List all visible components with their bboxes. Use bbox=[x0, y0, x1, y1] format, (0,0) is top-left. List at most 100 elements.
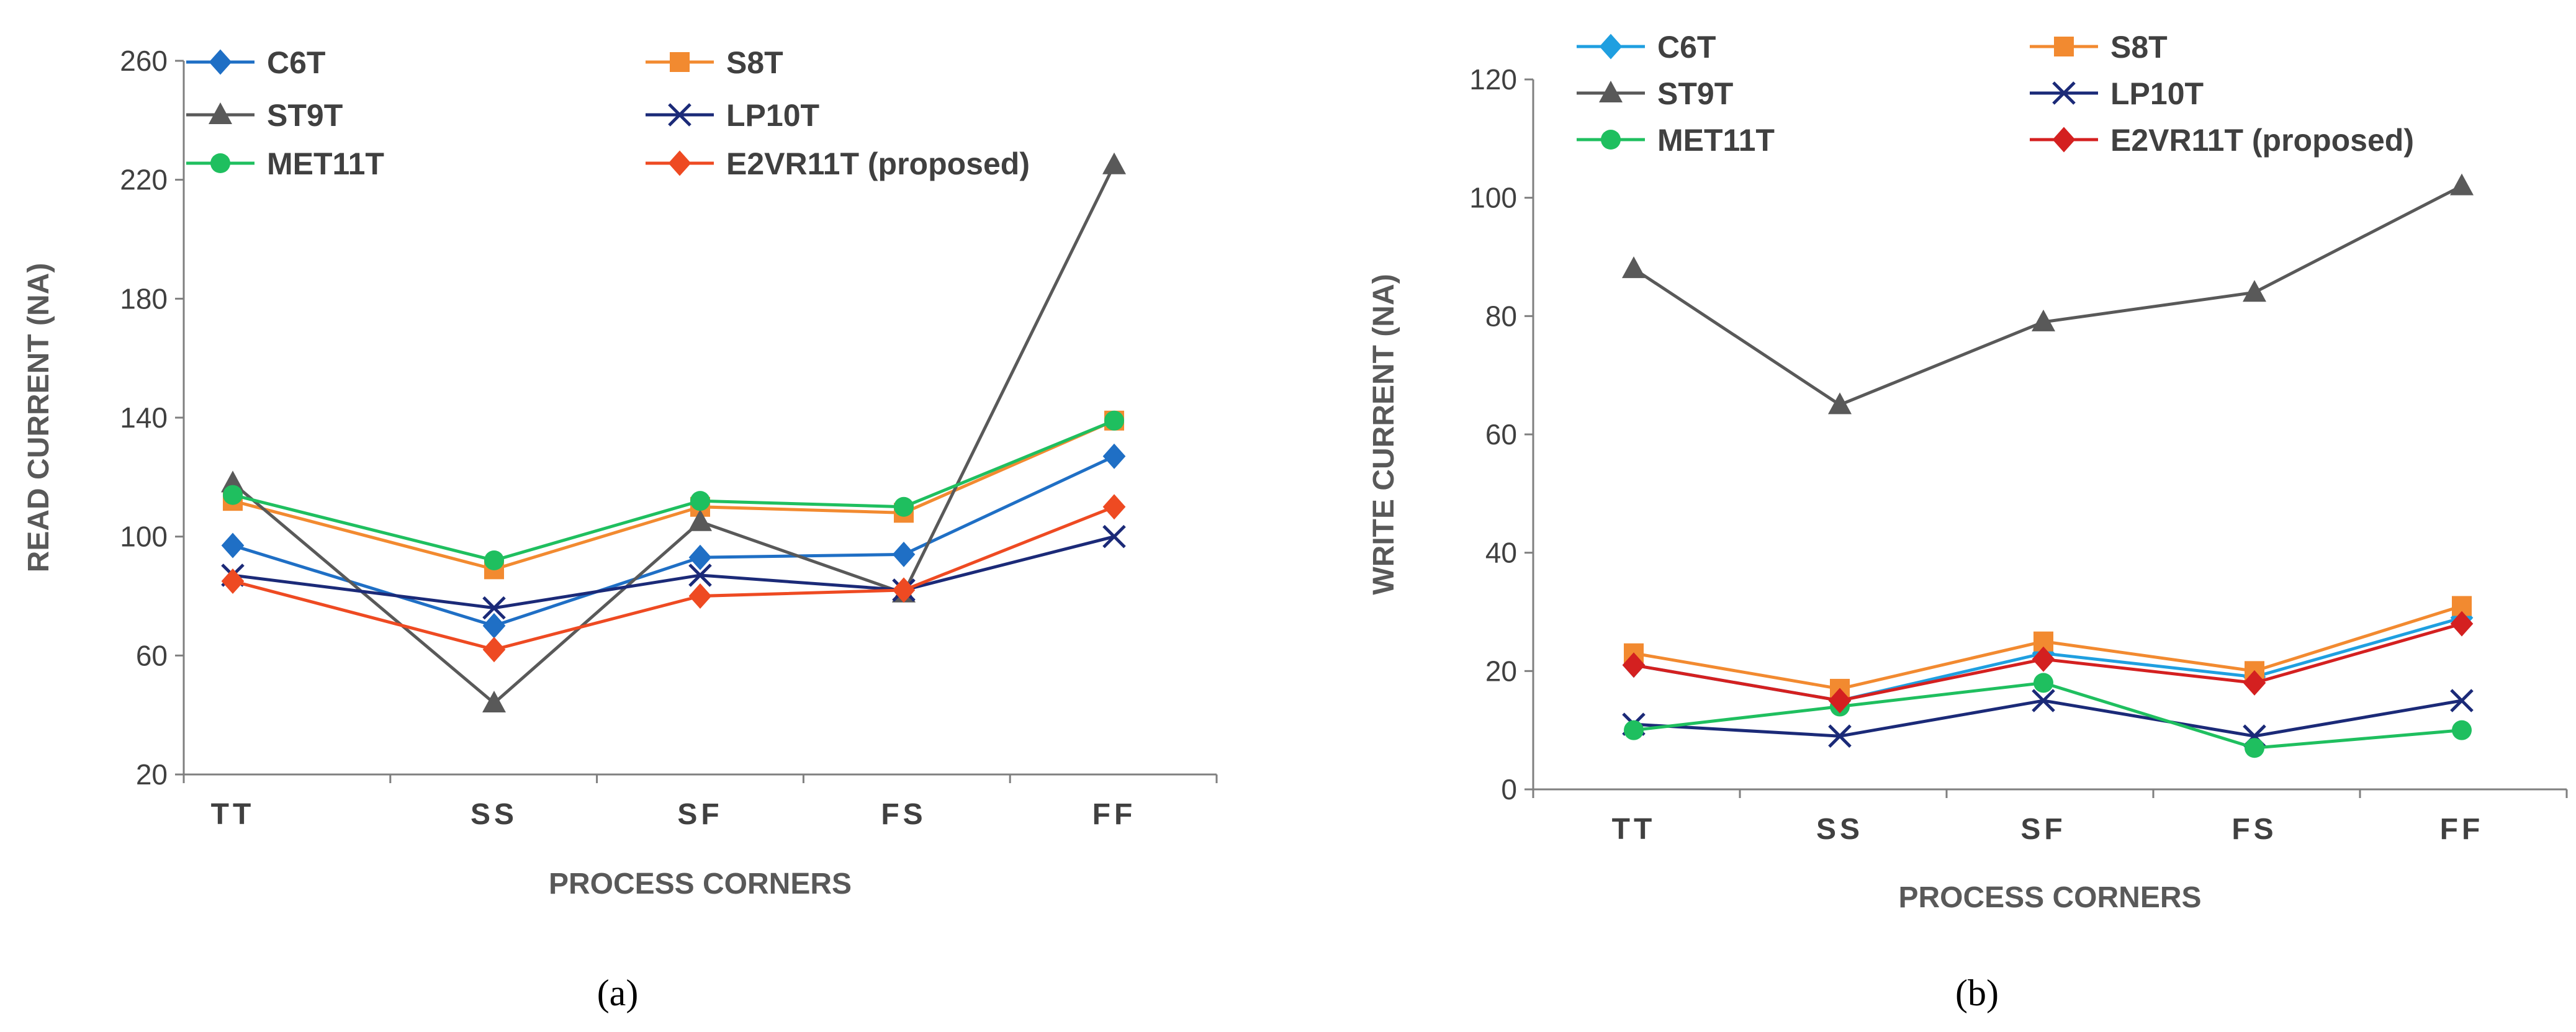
data-point bbox=[892, 541, 916, 567]
legend-marker bbox=[209, 102, 232, 124]
panel-label: (a) bbox=[597, 972, 639, 1013]
series-line bbox=[1633, 681, 2462, 750]
legend-label: E2VR11T (proposed) bbox=[2110, 123, 2414, 158]
data-point bbox=[1622, 652, 1646, 678]
data-point bbox=[688, 583, 712, 609]
series-e2vr11t-proposed bbox=[221, 494, 1126, 663]
series-lp10t bbox=[221, 524, 1126, 620]
y-tick-label: 120 bbox=[1469, 63, 1517, 96]
series-line bbox=[232, 455, 1115, 628]
data-point bbox=[2032, 646, 2055, 672]
legend-entry: MET11T bbox=[1577, 123, 1775, 158]
series-e2vr11t-proposed bbox=[1622, 611, 2474, 714]
x-tick-label: SF bbox=[677, 798, 723, 831]
legend-entry: ST9T bbox=[186, 98, 343, 133]
chart-panel-a: 20 60 100 140 180 220 260 TT SS SF FS FF PROCESS COR… bbox=[22, 45, 1218, 1013]
y-axis-title: WRITE CURRENT (NA) bbox=[1367, 274, 1400, 595]
legend-entry: LP10T bbox=[2030, 76, 2204, 111]
x-tick-label: SF bbox=[2020, 813, 2066, 846]
data-point bbox=[223, 485, 243, 505]
legend-label: ST9T bbox=[1657, 76, 1733, 111]
series-line bbox=[1633, 184, 2463, 407]
data-point bbox=[688, 509, 712, 531]
data-point bbox=[1624, 720, 1644, 740]
y-tick-label: 100 bbox=[120, 521, 168, 553]
data-point bbox=[484, 550, 504, 570]
legend-entry: S8T bbox=[646, 45, 783, 80]
x-axis-title: PROCESS CORNERS bbox=[1898, 881, 2201, 914]
data-point bbox=[482, 596, 506, 620]
data-point bbox=[2032, 309, 2055, 331]
x-axis-title: PROCESS CORNERS bbox=[549, 868, 852, 900]
legend-label: MET11T bbox=[1657, 123, 1775, 158]
y-tick-label: 40 bbox=[1485, 537, 1517, 569]
legend-marker bbox=[1599, 34, 1623, 60]
x-tick-label: FS bbox=[2231, 813, 2277, 846]
y-tick-label: 140 bbox=[120, 402, 168, 434]
data-point bbox=[690, 491, 710, 511]
x-tick-label: TT bbox=[1612, 813, 1656, 846]
data-point bbox=[894, 496, 914, 517]
y-tick-label: 220 bbox=[120, 164, 168, 196]
data-point bbox=[221, 568, 245, 595]
series-met11t bbox=[223, 410, 1124, 570]
y-tick-label: 20 bbox=[136, 758, 168, 791]
data-point bbox=[1828, 724, 1852, 748]
x-tick-label: SS bbox=[471, 798, 518, 831]
series-line bbox=[232, 535, 1115, 610]
y-tick-label: 260 bbox=[120, 45, 168, 77]
legend-label: S8T bbox=[726, 45, 783, 80]
data-point bbox=[1828, 688, 1852, 714]
y-tick-label: 180 bbox=[120, 282, 168, 315]
legend-label: MET11T bbox=[267, 146, 384, 181]
legend-marker bbox=[209, 49, 232, 75]
legend-label: LP10T bbox=[726, 98, 819, 133]
y-axis-title: READ CURRENT (NA) bbox=[22, 263, 55, 573]
series-s8t bbox=[223, 410, 1124, 580]
series-st9t bbox=[221, 152, 1126, 712]
data-point bbox=[1102, 524, 1126, 549]
data-point bbox=[2032, 689, 2055, 712]
legend-marker bbox=[670, 52, 690, 72]
legend-entry: S8T bbox=[2030, 30, 2168, 65]
data-point bbox=[221, 532, 245, 559]
data-point bbox=[688, 544, 712, 570]
y-tick-label: 80 bbox=[1485, 300, 1517, 332]
legend-entry: C6T bbox=[1577, 30, 1716, 65]
x-tick-label: TT bbox=[211, 798, 255, 831]
data-point bbox=[892, 577, 916, 603]
x-tick-label: SS bbox=[1816, 813, 1863, 846]
y-tick-label: 60 bbox=[1485, 418, 1517, 451]
data-point bbox=[2452, 720, 2472, 740]
legend-label: C6T bbox=[1657, 30, 1716, 65]
legend-label: LP10T bbox=[2110, 76, 2204, 111]
legend-label: S8T bbox=[2110, 30, 2168, 65]
data-point bbox=[482, 612, 506, 639]
data-point bbox=[2245, 738, 2264, 758]
x-tick-label: FS bbox=[881, 798, 926, 831]
legend-marker bbox=[210, 153, 230, 173]
data-point bbox=[2243, 280, 2266, 302]
legend-label: C6T bbox=[267, 45, 325, 80]
data-point bbox=[2450, 689, 2474, 712]
legend-entry: LP10T bbox=[646, 98, 819, 133]
data-point bbox=[221, 470, 245, 493]
y-tick-label: 100 bbox=[1469, 182, 1517, 214]
y-tick-label: 0 bbox=[1501, 773, 1517, 805]
data-point bbox=[2033, 673, 2053, 693]
legend-marker bbox=[668, 103, 691, 127]
legend-marker bbox=[1601, 130, 1621, 150]
y-tick-label: 60 bbox=[136, 639, 168, 671]
data-point bbox=[2450, 173, 2474, 195]
data-point bbox=[688, 563, 712, 587]
series-line bbox=[232, 164, 1116, 706]
chart-panel-b: 0 20 40 60 80 100 120 TT SS SF FS FF PROCESS CORNERS… bbox=[1367, 30, 2568, 1013]
data-point bbox=[1102, 152, 1126, 174]
y-tick-label: 20 bbox=[1485, 655, 1517, 687]
data-point bbox=[1102, 494, 1126, 520]
data-point bbox=[1622, 256, 1646, 279]
data-point bbox=[1102, 443, 1126, 469]
series-st9t bbox=[1622, 173, 2474, 415]
series-lp10t bbox=[1622, 689, 2474, 748]
